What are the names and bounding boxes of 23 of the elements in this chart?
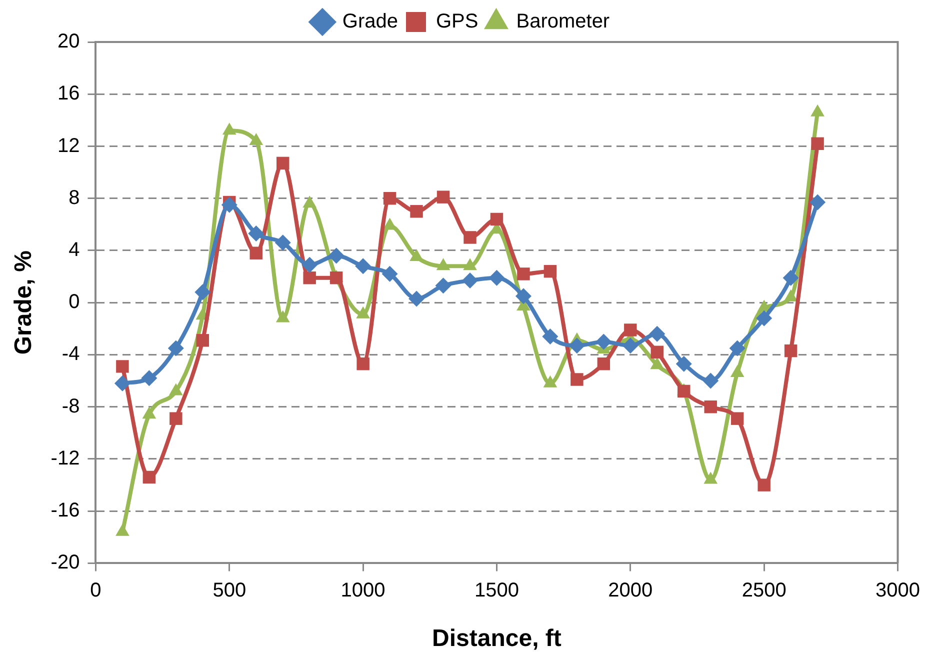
x-tick-label: 0 — [90, 580, 102, 602]
y-tick-label: 20 — [57, 30, 80, 53]
y-tick-label: 8 — [68, 186, 80, 209]
legend-label: Barometer — [516, 10, 610, 33]
x-tick-label: 2000 — [608, 580, 653, 602]
y-tick-label: 0 — [68, 291, 80, 314]
legend-label: GPS — [436, 10, 478, 33]
y-tick-label: -12 — [50, 447, 80, 470]
y-tick-label: 12 — [57, 134, 80, 157]
y-tick-label: 4 — [68, 238, 80, 261]
y-tick-label: -20 — [50, 552, 80, 574]
x-tick-label: 2500 — [742, 580, 786, 602]
legend-label: Grade — [342, 10, 398, 33]
x-tick-label: 1500 — [474, 580, 519, 602]
x-tick-label: 3000 — [876, 580, 920, 602]
y-tick-label: -8 — [62, 395, 80, 418]
x-axis-title: Distance, ft — [432, 625, 562, 652]
y-axis-title: Grade, % — [10, 250, 38, 355]
y-tick-label: -4 — [62, 343, 80, 366]
y-tick-label: -16 — [50, 500, 80, 522]
x-tick-label: 500 — [212, 580, 246, 602]
y-tick-label: 16 — [57, 82, 80, 105]
x-tick-label: 1000 — [340, 580, 386, 602]
